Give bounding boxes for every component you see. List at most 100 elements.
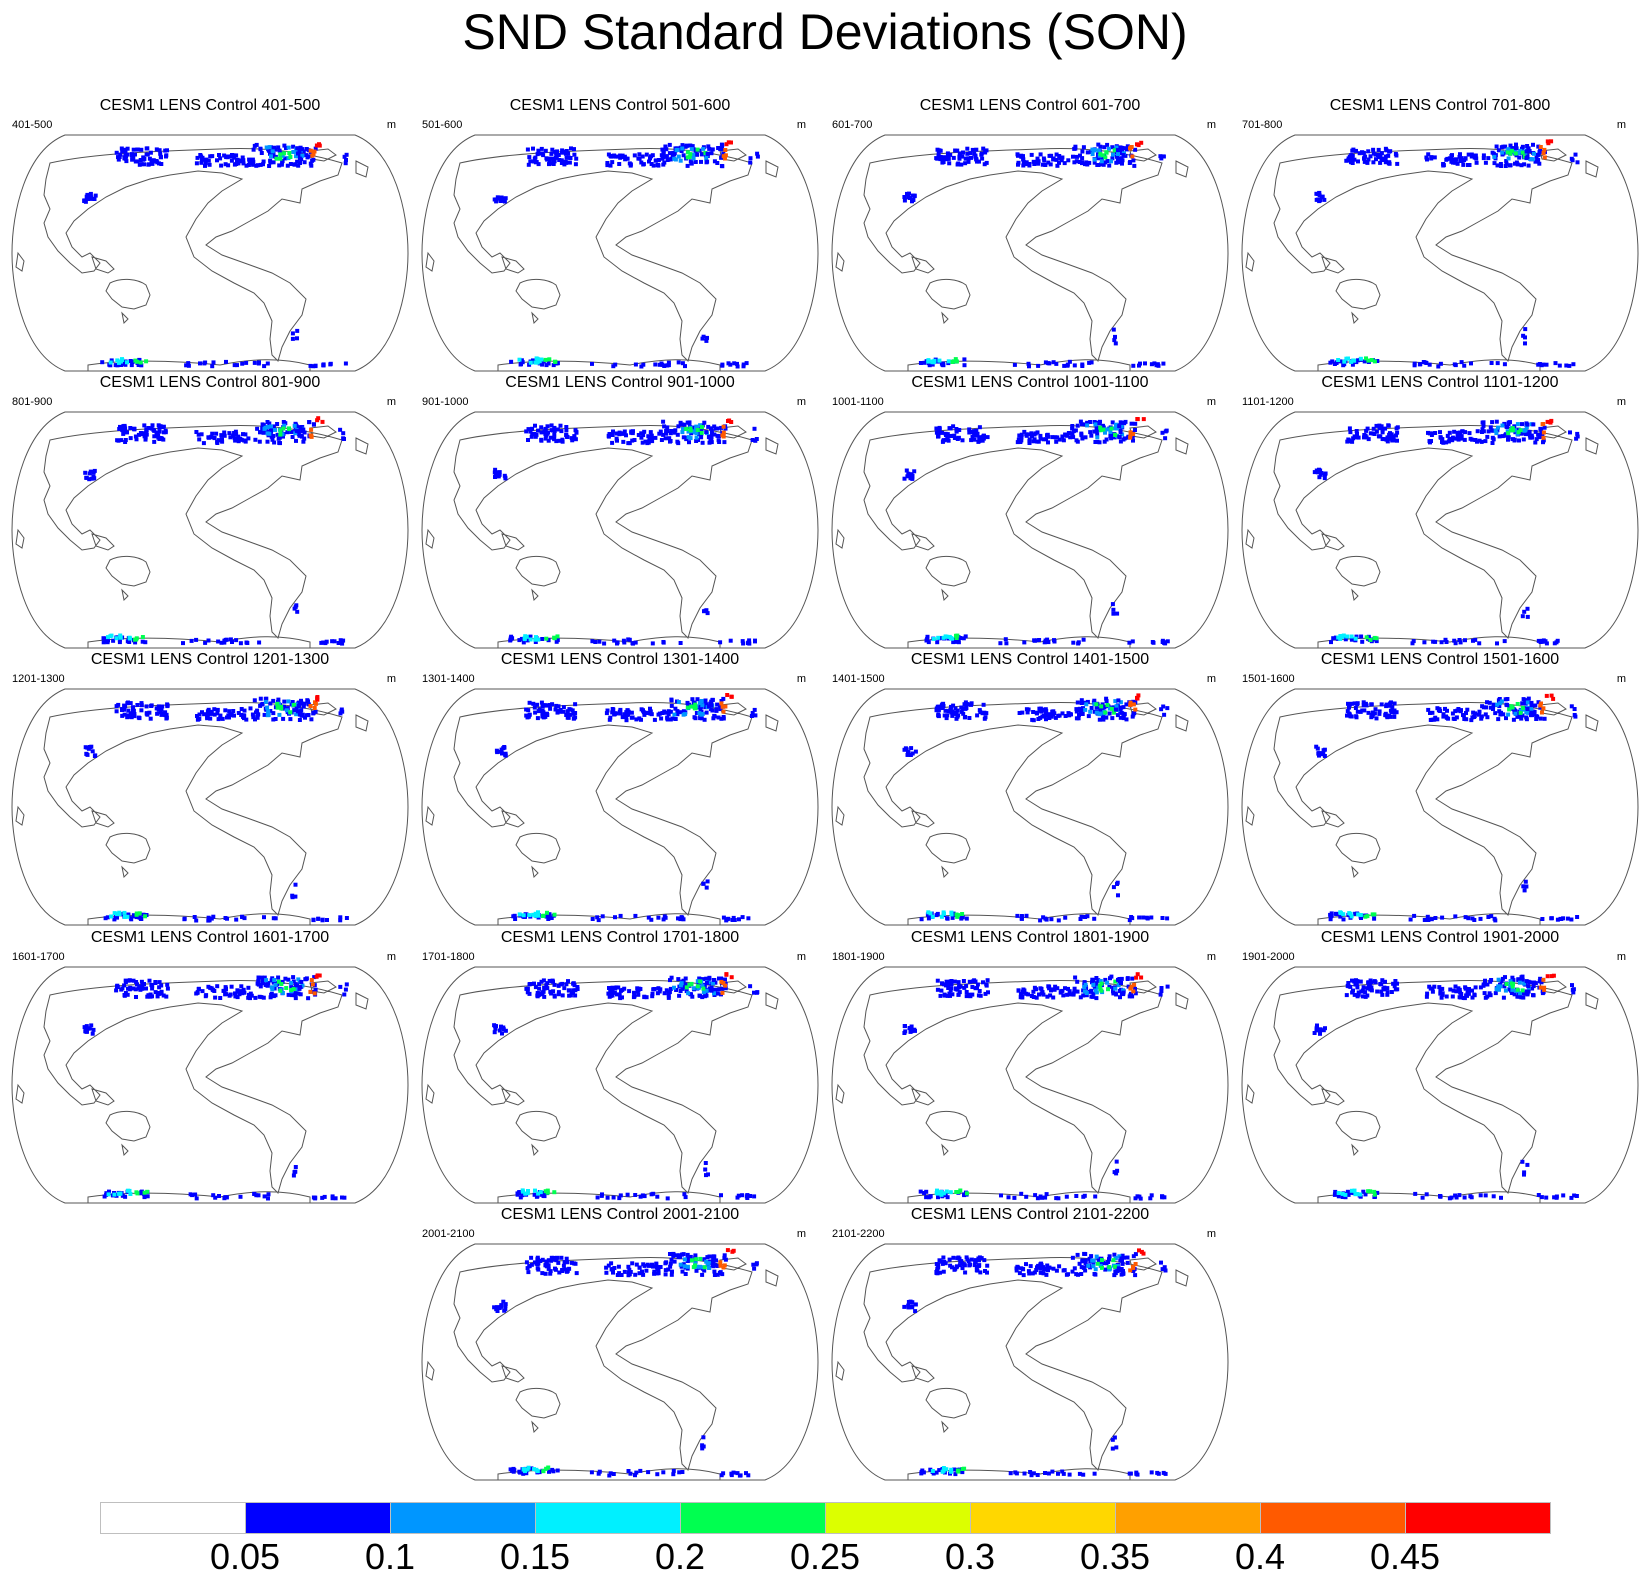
snd-cell	[940, 160, 945, 165]
snd-cell	[622, 986, 627, 991]
snd-cell	[193, 1192, 198, 1197]
snd-cell	[538, 151, 543, 156]
snd-cell	[268, 701, 273, 706]
snow-depth-field	[82, 973, 349, 1201]
snd-cell	[310, 153, 315, 158]
snd-cell	[642, 712, 647, 717]
snd-cell	[635, 986, 640, 991]
snd-cell	[520, 1193, 525, 1198]
snd-cell	[306, 148, 311, 153]
snd-cell	[613, 915, 617, 920]
snd-cell	[526, 1270, 531, 1275]
snd-cell	[125, 914, 130, 919]
snd-cell	[102, 1194, 107, 1199]
snd-cell	[1075, 979, 1080, 984]
snd-cell	[961, 150, 965, 155]
snd-cell	[1530, 986, 1535, 991]
snd-cell	[1318, 1031, 1322, 1036]
snd-cell	[1114, 422, 1118, 427]
snd-cell	[550, 702, 555, 707]
snd-cell	[1148, 1196, 1153, 1201]
snd-cell	[925, 634, 930, 639]
snd-cell	[1459, 436, 1464, 441]
snd-cell	[555, 1255, 560, 1260]
snd-cell	[1495, 163, 1500, 168]
snd-cell	[602, 641, 607, 646]
snd-cell	[1390, 705, 1395, 710]
snd-cell	[571, 990, 576, 995]
snd-cell	[1463, 430, 1468, 435]
snd-cell	[600, 914, 605, 919]
snd-cell	[1450, 153, 1454, 158]
snd-cell	[545, 424, 550, 429]
snd-cell	[89, 196, 94, 201]
snd-cell	[1423, 360, 1428, 365]
snd-cell	[1497, 704, 1502, 709]
snd-cell	[152, 439, 157, 444]
snd-cell	[1501, 995, 1506, 1000]
snd-cell	[1551, 696, 1556, 701]
snd-cell	[1350, 978, 1354, 983]
snd-cell	[1394, 153, 1399, 158]
snd-cell	[104, 1191, 109, 1196]
snd-cell	[657, 431, 662, 436]
snd-cell	[945, 980, 950, 985]
snd-cell	[552, 912, 557, 917]
snd-cell	[258, 146, 263, 151]
snd-cell	[633, 640, 638, 645]
snd-cell	[1521, 437, 1526, 442]
snd-cell	[537, 986, 542, 991]
snd-cell	[1368, 637, 1373, 642]
snd-cell	[1522, 609, 1527, 614]
snd-cell	[83, 470, 88, 475]
snd-cell	[1128, 435, 1133, 440]
snd-cell	[664, 154, 669, 159]
snd-cell	[641, 1262, 646, 1267]
snd-cell	[1435, 706, 1440, 711]
snd-cell	[691, 147, 696, 152]
map-boundary	[831, 966, 1229, 1204]
snd-cell	[1433, 431, 1438, 435]
snd-cell	[1356, 912, 1361, 917]
snd-cell	[252, 698, 257, 703]
snd-cell	[1094, 710, 1099, 715]
snd-cell	[1050, 435, 1055, 440]
snd-cell	[698, 979, 703, 984]
snd-cell	[1384, 437, 1389, 442]
snd-cell	[1389, 432, 1394, 437]
snd-cell	[1078, 153, 1082, 158]
snd-cell	[1508, 143, 1513, 148]
snd-cell	[1379, 982, 1384, 987]
snd-cell	[1083, 162, 1087, 167]
snd-cell	[1540, 639, 1545, 644]
snd-cell	[709, 985, 714, 990]
snd-cell	[698, 1264, 702, 1269]
snd-cell	[935, 978, 940, 983]
snd-cell	[301, 704, 306, 709]
snd-cell	[286, 992, 291, 997]
snow-depth-field	[1314, 139, 1580, 369]
snd-cell	[1092, 916, 1097, 921]
snd-cell	[1328, 917, 1333, 922]
snd-cell	[130, 707, 135, 712]
snd-cell	[1364, 428, 1369, 433]
snd-cell	[277, 163, 282, 168]
snd-cell	[92, 476, 97, 481]
snd-cell	[1372, 1192, 1377, 1197]
snd-cell	[1447, 437, 1452, 441]
snd-cell	[1018, 991, 1023, 996]
snd-cell	[675, 432, 680, 437]
snd-cell	[142, 162, 147, 167]
snd-cell	[1083, 707, 1088, 712]
snd-cell	[1343, 1195, 1348, 1200]
snd-cell	[273, 428, 277, 432]
snd-cell	[203, 163, 207, 168]
snd-cell	[1564, 363, 1569, 368]
snd-cell	[626, 1270, 631, 1275]
panel-period-label: 1301-1400	[422, 673, 475, 685]
snd-cell	[616, 1264, 621, 1269]
map-panel: CESM1 LENS Control 701-800 701-800 m	[1240, 96, 1640, 373]
snd-cell	[737, 917, 741, 922]
snd-cell	[704, 338, 709, 343]
snd-cell	[1015, 440, 1020, 445]
